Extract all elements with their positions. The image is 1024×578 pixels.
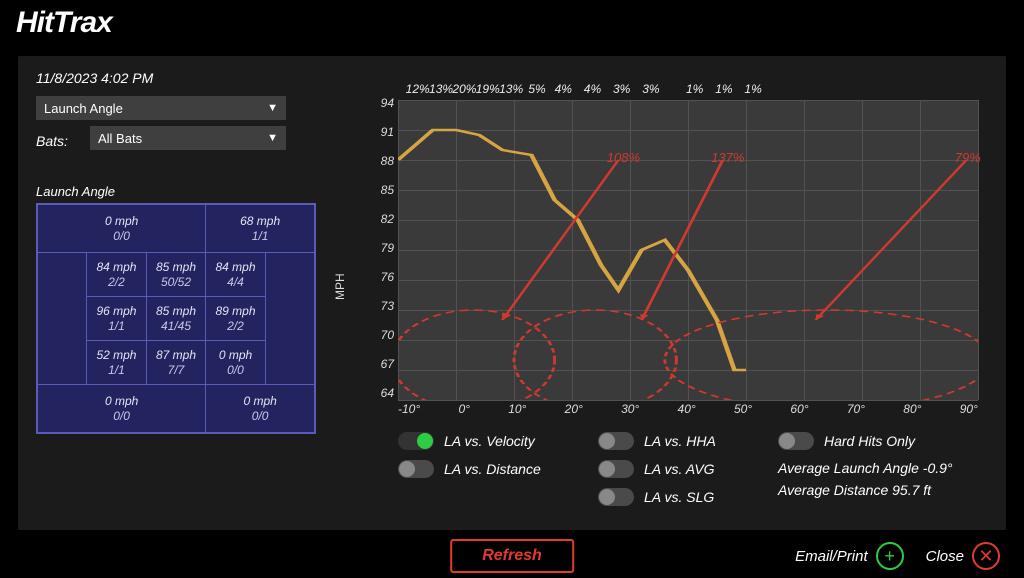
chevron-down-icon: ▼: [267, 132, 278, 144]
plus-icon: +: [876, 542, 904, 570]
chevron-down-icon: ▼: [267, 102, 278, 114]
refresh-button[interactable]: Refresh: [450, 539, 574, 573]
avg-distance: Average Distance 95.7 ft: [778, 482, 953, 498]
strike-zone-grid: 0 mph 0/0 68 mph 1/1 84 mph2/2 85 mph50/…: [36, 203, 316, 434]
zone-cell: 85 mph41/45: [146, 297, 206, 341]
zone-bottom-left: 0 mph0/0: [38, 385, 206, 433]
zone-cell: 96 mph1/1: [87, 297, 146, 341]
x-axis-ticks: -10°0°10°20°30°40°50°60°70°80°90°: [398, 402, 978, 420]
chart-area: 12%13%20%19%13%5%4%4%3%3%1%1%1% MPH 9491…: [348, 66, 996, 520]
close-button[interactable]: Close ✕: [926, 542, 1000, 570]
avg-launch-angle: Average Launch Angle -0.9°: [778, 460, 953, 476]
close-icon: ✕: [972, 542, 1000, 570]
bats-label: Bats:: [36, 133, 80, 149]
zone-top-right: 68 mph 1/1: [206, 205, 315, 253]
toggle-hard-hits[interactable]: [778, 432, 814, 450]
toggle-la-velocity[interactable]: [398, 432, 434, 450]
y-axis-ticks: 9491888582797673706764: [370, 96, 394, 400]
toggle-la-hha[interactable]: [598, 432, 634, 450]
zone-cell: 87 mph7/7: [146, 341, 206, 385]
zone-cell: 0 mph0/0: [206, 341, 265, 385]
metric-dropdown-value: Launch Angle: [44, 101, 123, 116]
app-logo: HitTrax: [16, 6, 112, 40]
toggle-la-distance[interactable]: [398, 460, 434, 478]
email-print-button[interactable]: Email/Print +: [795, 542, 904, 570]
bats-dropdown[interactable]: All Bats ▼: [90, 126, 286, 150]
zone-top-left: 0 mph 0/0: [38, 205, 206, 253]
toggle-la-slg[interactable]: [598, 488, 634, 506]
line-chart-svg: [398, 100, 978, 400]
toggle-la-avg[interactable]: [598, 460, 634, 478]
chart-toggles: LA vs. Velocity LA vs. Distance LA vs. H…: [398, 428, 986, 520]
zone-cell: 84 mph4/4: [206, 253, 265, 297]
bottom-bar: Refresh Email/Print + Close ✕: [0, 534, 1024, 578]
zone-cell: 89 mph2/2: [206, 297, 265, 341]
main-panel: 11/8/2023 4:02 PM Launch Angle ▼ Bats: A…: [18, 56, 1006, 530]
y-axis-label: MPH: [333, 273, 347, 300]
zone-cell: 52 mph1/1: [87, 341, 146, 385]
zone-cell: 84 mph2/2: [87, 253, 146, 297]
zone-cell: 85 mph50/52: [146, 253, 206, 297]
chart-plot: 108%137%79%: [398, 100, 978, 400]
bats-dropdown-value: All Bats: [98, 131, 142, 146]
zone-bottom-right: 0 mph0/0: [206, 385, 315, 433]
metric-dropdown[interactable]: Launch Angle ▼: [36, 96, 286, 120]
